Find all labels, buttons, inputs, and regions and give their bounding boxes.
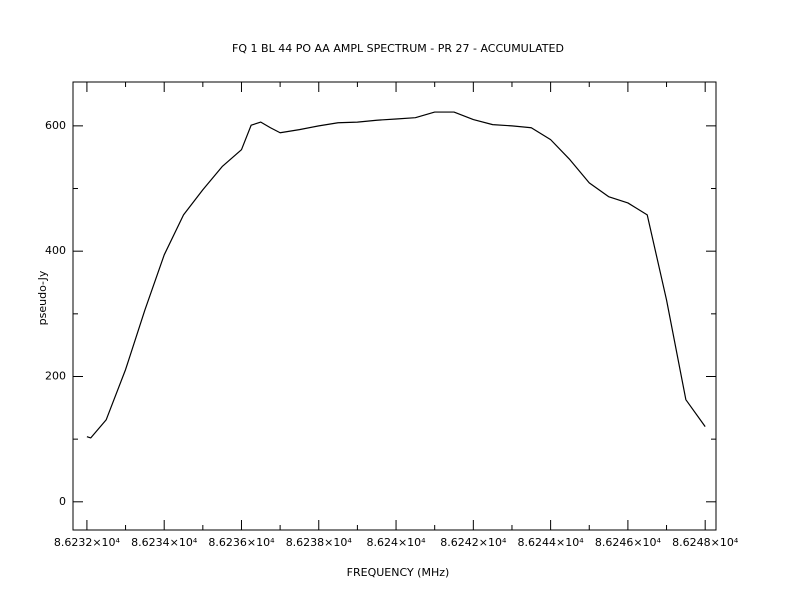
x-axis-label: FREQUENCY (MHz) [347,566,450,579]
x-tick-label: 8.6244×10⁴ [518,536,585,549]
y-tick-label: 600 [45,119,66,132]
x-tick-label: 8.6246×10⁴ [595,536,662,549]
y-axis-label: pseudo-Jy [36,270,49,325]
x-tick-label: 8.6232×10⁴ [54,536,121,549]
plot-frame [72,81,717,531]
spectrum-line [86,111,706,439]
y-tick-label: 200 [45,369,66,382]
x-tick-label: 8.6242×10⁴ [440,536,507,549]
x-tick-label: 8.6236×10⁴ [208,536,275,549]
x-tick-label: 8.6234×10⁴ [131,536,198,549]
y-tick-label: 400 [45,244,66,257]
x-tick-label: 8.624×10⁴ [366,536,426,549]
chart-title: FQ 1 BL 44 PO AA AMPL SPECTRUM - PR 27 -… [232,42,564,55]
y-tick-label: 0 [59,495,66,508]
x-tick-label: 8.6248×10⁴ [672,536,739,549]
x-tick-label: 8.6238×10⁴ [286,536,353,549]
